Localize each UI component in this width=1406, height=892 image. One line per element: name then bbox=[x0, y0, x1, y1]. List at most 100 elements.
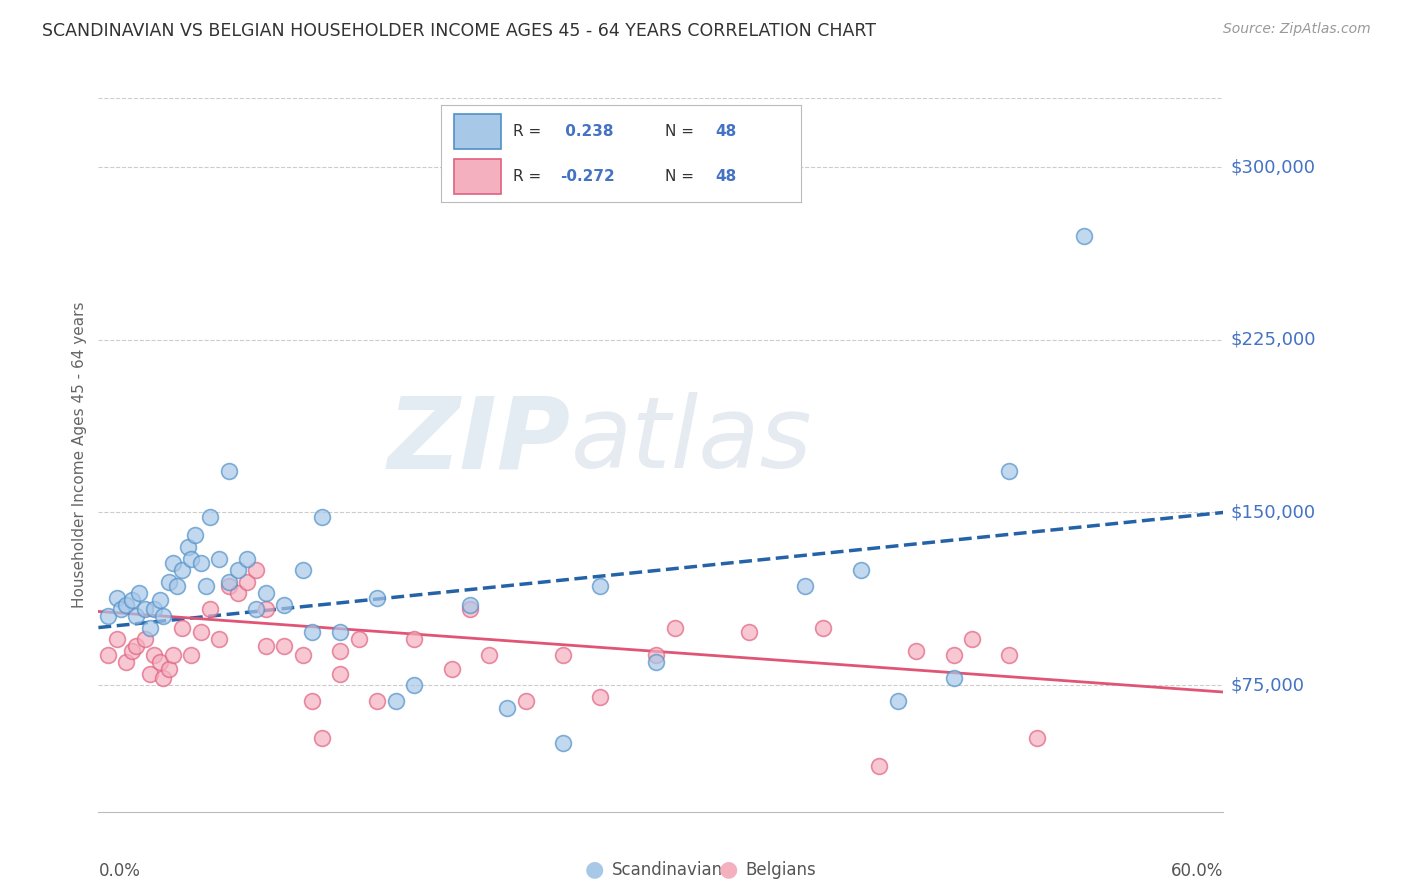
Y-axis label: Householder Income Ages 45 - 64 years: Householder Income Ages 45 - 64 years bbox=[72, 301, 87, 608]
Point bbox=[97, 609, 120, 624]
Point bbox=[273, 639, 295, 653]
Point bbox=[162, 648, 184, 663]
Point bbox=[458, 602, 481, 616]
Point bbox=[152, 671, 174, 685]
Point bbox=[149, 593, 172, 607]
Point bbox=[311, 731, 333, 745]
Point bbox=[121, 593, 143, 607]
Point bbox=[960, 632, 983, 646]
Point bbox=[245, 563, 267, 577]
Point bbox=[385, 694, 408, 708]
Point bbox=[105, 632, 128, 646]
Text: $150,000: $150,000 bbox=[1230, 503, 1316, 522]
Point bbox=[942, 671, 965, 685]
Point bbox=[115, 655, 138, 669]
Point bbox=[515, 694, 537, 708]
Point bbox=[124, 609, 146, 624]
Point bbox=[139, 666, 162, 681]
Point bbox=[645, 655, 668, 669]
Point bbox=[366, 591, 388, 605]
Point bbox=[236, 551, 259, 566]
Point bbox=[664, 621, 686, 635]
Point bbox=[291, 648, 314, 663]
Point bbox=[458, 598, 481, 612]
Text: $300,000: $300,000 bbox=[1230, 158, 1315, 177]
Point bbox=[942, 648, 965, 663]
Point bbox=[195, 579, 218, 593]
Point bbox=[589, 690, 612, 704]
Point bbox=[176, 540, 198, 554]
Point bbox=[245, 602, 267, 616]
Point bbox=[1026, 731, 1049, 745]
Point bbox=[157, 662, 180, 676]
Point bbox=[208, 632, 231, 646]
Point bbox=[190, 625, 212, 640]
Point bbox=[128, 586, 150, 600]
Point bbox=[172, 563, 194, 577]
Point bbox=[208, 551, 231, 566]
Point bbox=[236, 574, 259, 589]
Text: $75,000: $75,000 bbox=[1230, 676, 1305, 694]
Text: atlas: atlas bbox=[571, 392, 813, 489]
Point bbox=[404, 678, 426, 692]
Point bbox=[218, 574, 240, 589]
Text: SCANDINAVIAN VS BELGIAN HOUSEHOLDER INCOME AGES 45 - 64 YEARS CORRELATION CHART: SCANDINAVIAN VS BELGIAN HOUSEHOLDER INCO… bbox=[42, 22, 876, 40]
Point bbox=[218, 579, 240, 593]
Point bbox=[97, 648, 120, 663]
Text: ZIP: ZIP bbox=[388, 392, 571, 489]
Point bbox=[254, 639, 277, 653]
Point bbox=[329, 625, 352, 640]
Text: ●: ● bbox=[718, 860, 738, 880]
Point bbox=[553, 648, 575, 663]
Point bbox=[589, 579, 612, 593]
Point bbox=[496, 701, 519, 715]
Point bbox=[134, 602, 156, 616]
Point bbox=[329, 666, 352, 681]
Point bbox=[226, 586, 249, 600]
Point bbox=[190, 556, 212, 570]
Point bbox=[868, 758, 890, 772]
Point bbox=[152, 609, 174, 624]
Point bbox=[218, 464, 240, 478]
Point bbox=[311, 510, 333, 524]
Point bbox=[143, 602, 166, 616]
Point bbox=[198, 602, 221, 616]
Text: Scandinavians: Scandinavians bbox=[612, 861, 731, 879]
Point bbox=[404, 632, 426, 646]
Text: 0.0%: 0.0% bbox=[98, 863, 141, 880]
Point bbox=[301, 625, 323, 640]
Point bbox=[149, 655, 172, 669]
Point bbox=[105, 591, 128, 605]
Point bbox=[254, 586, 277, 600]
Point bbox=[184, 528, 207, 542]
Point bbox=[887, 694, 910, 708]
Point bbox=[162, 556, 184, 570]
Point bbox=[478, 648, 501, 663]
Point bbox=[998, 648, 1021, 663]
Point bbox=[115, 598, 138, 612]
Point bbox=[905, 643, 928, 657]
Point bbox=[291, 563, 314, 577]
Point bbox=[124, 639, 146, 653]
Text: Belgians: Belgians bbox=[745, 861, 815, 879]
Point bbox=[198, 510, 221, 524]
Point bbox=[440, 662, 463, 676]
Point bbox=[172, 621, 194, 635]
Point bbox=[110, 602, 132, 616]
Point bbox=[180, 551, 202, 566]
Point bbox=[139, 621, 162, 635]
Point bbox=[134, 632, 156, 646]
Text: Source: ZipAtlas.com: Source: ZipAtlas.com bbox=[1223, 22, 1371, 37]
Text: $225,000: $225,000 bbox=[1230, 331, 1316, 349]
Point bbox=[849, 563, 872, 577]
Text: 60.0%: 60.0% bbox=[1171, 863, 1223, 880]
Point bbox=[793, 579, 815, 593]
Point bbox=[366, 694, 388, 708]
Point bbox=[1073, 229, 1095, 244]
Point bbox=[273, 598, 295, 612]
Point bbox=[645, 648, 668, 663]
Point bbox=[157, 574, 180, 589]
Point bbox=[738, 625, 761, 640]
Point bbox=[998, 464, 1021, 478]
Point bbox=[254, 602, 277, 616]
